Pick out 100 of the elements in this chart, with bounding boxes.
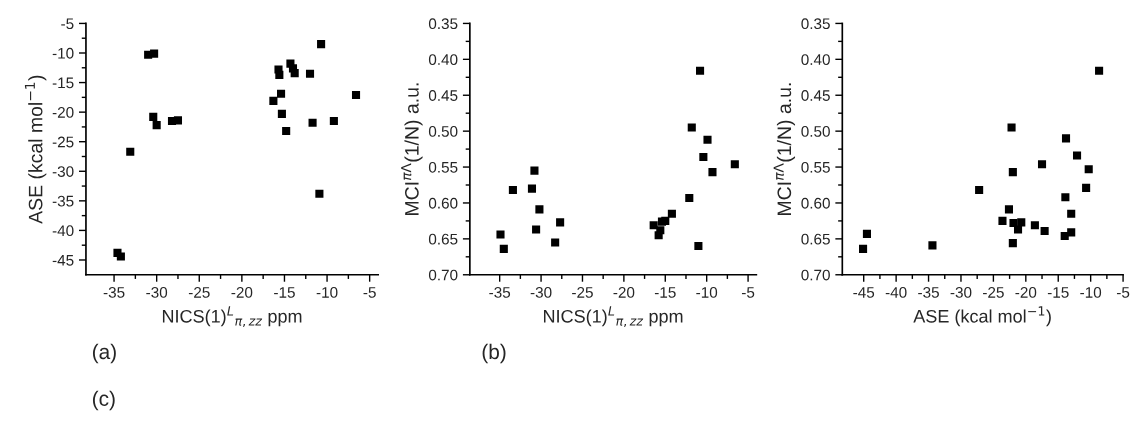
x-tick-label: -10 [1080,286,1102,298]
x-axis-title: NICS(1)$^{L}$$_{π,zz}$ ppm [162,306,302,327]
point [1082,183,1091,192]
x-tick-label: -45 [853,287,875,298]
x-tick-label: -35 [918,286,939,298]
point [315,189,324,198]
point [928,241,937,250]
y-tick-label: 0.55 [428,161,458,173]
point [1007,123,1016,132]
x-tick-label: -40 [885,286,907,298]
point [308,118,317,127]
point [654,231,663,240]
point [290,69,299,78]
y-axis-title: MCI$^{πΛ}$(1/N) a.u. [401,83,423,215]
point [685,193,694,202]
point [730,160,739,169]
x-tick-label: -5 [1116,287,1130,298]
point [1008,168,1017,177]
point [703,135,712,144]
point [116,252,125,261]
y-tick-label: 0.45 [801,90,830,101]
y-tick-label: 0.70 [428,269,458,281]
x-tick-label: -30 [146,286,168,298]
point [530,166,539,175]
point [998,216,1007,225]
y-axis-title: ASE (kcal mol$^{−1}$) [24,75,47,224]
y-tick-label: -20 [52,107,74,118]
point [508,185,517,195]
y-tick-label: 0.60 [428,197,458,209]
x-tick-label: -5 [741,287,755,298]
x-tick-label: -20 [231,286,253,298]
point [275,70,284,79]
y-axis-title: MCI$^{πΛ}$(1/N) a.u. [773,83,796,215]
x-tick-label: -30 [950,286,972,298]
x-tick-label: -5 [363,287,376,298]
point [1030,221,1039,230]
point [1067,209,1076,218]
point [499,244,508,253]
x-tick-label: -25 [983,286,1004,298]
point [1084,165,1093,174]
x-tick-label: -15 [1047,287,1069,298]
y-tick-label: 0.65 [428,233,458,245]
point [532,225,541,234]
point [859,244,868,253]
point [1017,218,1026,227]
point [1040,226,1049,236]
y-tick-label: 0.55 [801,161,830,173]
x-tick-label: -35 [103,286,125,298]
y-tick-label: -10 [52,47,74,59]
point [1095,66,1104,75]
point [1060,231,1069,241]
y-tick-label: -40 [52,225,74,237]
y-tick-label: 0.50 [801,126,830,137]
y-tick-label: 0.40 [801,54,830,66]
point [696,66,705,75]
point [556,218,565,227]
point [694,242,703,251]
y-tick-label: -15 [52,77,74,89]
point [305,69,315,78]
point [975,185,984,195]
y-tick-label: -35 [52,195,74,207]
x-axis-title: NICS(1)$^{L}$$_{π,zz}$ ppm [543,306,683,327]
point [277,109,286,118]
point [661,216,670,225]
text: (c) [92,390,115,411]
y-tick-label: -5 [61,18,74,30]
point [173,116,183,125]
y-tick-label: -25 [52,136,74,148]
text: (b) [482,343,506,364]
point [149,112,158,121]
y-tick-label: 0.35 [801,18,830,30]
point [317,40,326,49]
point [1037,160,1047,169]
point [527,184,537,193]
point [551,238,560,247]
y-tick-label: 0.50 [428,126,458,137]
x-tick-label: -25 [188,286,210,298]
x-tick-label: -30 [530,286,552,298]
y-tick-label: 0.70 [801,269,830,281]
text: (a) [92,343,116,364]
point [1008,239,1017,248]
point [150,49,159,58]
point [269,96,278,105]
y-tick-label: -45 [52,255,74,266]
point [708,168,717,177]
x-tick-label: -25 [572,286,593,298]
point [667,209,676,218]
point [152,121,161,130]
y-tick-label: 0.40 [428,54,458,66]
point [1013,225,1023,234]
x-tick-label: -35 [489,286,511,298]
point [535,205,544,214]
point [687,123,696,132]
point [329,116,338,126]
x-axis-title: ASE (kcal mol$^{−1}$) [913,306,1051,327]
y-tick-label: 0.35 [428,18,458,30]
y-tick-label: 0.60 [801,197,830,209]
x-tick-label: -15 [274,287,295,298]
y-tick-label: -30 [52,166,74,177]
point [282,127,291,136]
